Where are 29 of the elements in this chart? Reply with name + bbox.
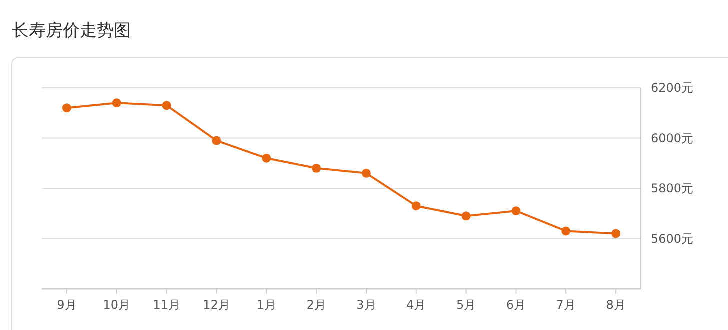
x-tick-label: 9月 (57, 298, 77, 312)
x-tick-label: 8月 (606, 298, 626, 312)
x-tick-label: 2月 (306, 298, 326, 312)
point (362, 168, 371, 178)
x-tick-label: 12月 (203, 298, 230, 312)
x-tick-label: 3月 (356, 298, 376, 312)
point (162, 101, 172, 110)
point (512, 206, 521, 216)
y-tick-label: 6000元 (651, 131, 694, 146)
point (462, 212, 471, 221)
y-tick-label: 6200元 (651, 81, 694, 95)
x-tick-label: 6月 (506, 298, 526, 312)
x-tick-label: 11月 (153, 298, 180, 312)
x-tick-label: 1月 (256, 298, 276, 312)
point (62, 104, 72, 113)
point (412, 202, 421, 211)
point (212, 136, 222, 146)
point (562, 226, 571, 236)
x-tick-label: 7月 (556, 298, 576, 312)
point (312, 164, 322, 173)
point (612, 229, 621, 238)
y-tick-label: 5600元 (651, 232, 694, 246)
x-tick-label: 4月 (406, 298, 426, 312)
chart-title: 长寿房价走势图 (12, 21, 131, 41)
y-tick-label: 5800元 (651, 182, 694, 196)
x-tick-label: 5月 (456, 298, 476, 312)
x-tick-label: 10月 (103, 298, 131, 312)
point (112, 98, 122, 108)
point (262, 154, 272, 163)
